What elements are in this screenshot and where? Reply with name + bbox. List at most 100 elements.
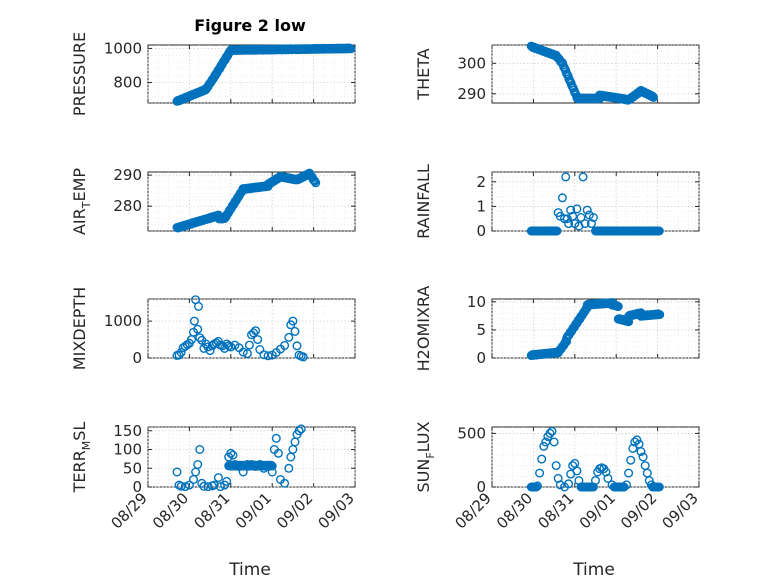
data-point — [649, 92, 659, 102]
y-axis-label: THETA — [414, 48, 433, 100]
y-axis-label-subscript: T — [80, 201, 93, 209]
data-point — [654, 482, 664, 492]
data-point — [195, 333, 205, 343]
data-point — [259, 350, 269, 360]
data-point — [655, 310, 665, 320]
data-point — [588, 212, 598, 222]
x-tick-label: 08/29 — [452, 489, 495, 532]
x-axis-label-right: Time — [572, 560, 615, 580]
data-point — [578, 482, 588, 492]
data-point — [193, 324, 203, 334]
y-axis-label-main: TERR — [70, 450, 89, 493]
data-point — [545, 428, 555, 438]
x-tick-label: 09/02 — [617, 489, 660, 532]
y-tick-label: 0 — [132, 478, 142, 496]
y-tick-label: 280 — [113, 197, 142, 215]
y-tick-label: 290 — [457, 85, 486, 103]
data-point — [561, 172, 571, 182]
data-point — [613, 301, 623, 311]
y-axis-label-subscript: F — [424, 452, 437, 458]
data-point — [644, 476, 654, 486]
y-tick-label: 1000 — [104, 39, 142, 57]
subplot-rainfall: 0 1 2 RAINFALL — [414, 164, 700, 240]
x-tick-label: 09/01 — [232, 489, 275, 532]
data-point — [580, 219, 590, 229]
y-tick-label: 100 — [113, 441, 142, 459]
y-axis-label-rest: SL — [70, 422, 89, 441]
data-point — [572, 466, 582, 476]
data-point — [226, 342, 236, 352]
data-point — [205, 346, 215, 356]
data-point — [636, 447, 646, 457]
data-point — [217, 341, 227, 351]
data-point — [294, 426, 304, 436]
y-tick-label: 500 — [457, 424, 486, 442]
data-point — [199, 481, 209, 491]
data-point — [292, 341, 302, 351]
data-point — [251, 326, 261, 336]
data-point — [648, 91, 658, 101]
y-tick-label: 300 — [457, 54, 486, 72]
data-point — [296, 424, 306, 434]
data-point — [562, 214, 572, 224]
data-point — [180, 482, 190, 492]
data-point — [541, 437, 551, 447]
data-point — [535, 468, 545, 478]
y-tick-label: 0 — [132, 349, 142, 367]
data-point — [280, 341, 290, 351]
x-tick-label: 08/31 — [190, 489, 233, 532]
y-tick-label: 0 — [476, 222, 486, 240]
data-point — [263, 351, 273, 361]
data-point — [238, 467, 248, 477]
data-point — [557, 193, 567, 203]
data-point — [284, 463, 294, 473]
data-point — [591, 476, 601, 486]
data-point — [646, 480, 656, 490]
data-point — [176, 481, 186, 491]
data-point — [267, 467, 277, 477]
data-point — [238, 347, 248, 357]
data-point — [582, 205, 592, 215]
data-point — [654, 226, 664, 236]
data-point — [533, 481, 543, 491]
data-point — [226, 448, 236, 458]
data-point — [172, 467, 182, 477]
data-point — [215, 482, 225, 492]
data-point — [586, 219, 596, 229]
y-tick-label: 2 — [476, 173, 486, 191]
subplot-air-temp: 280 290 AIRTEMP — [70, 166, 356, 235]
x-tick-label: 09/01 — [576, 489, 619, 532]
y-tick-label: 800 — [113, 74, 142, 92]
data-point — [242, 460, 252, 470]
data-point — [189, 316, 199, 326]
data-point — [551, 461, 561, 471]
data-point — [566, 205, 576, 215]
data-point — [578, 172, 588, 182]
data-point — [244, 340, 254, 350]
subplot-mixdepth: 0 1000 MIXDEPTH — [70, 287, 356, 370]
data-point — [174, 350, 184, 360]
data-point — [537, 454, 547, 464]
data-point — [555, 480, 565, 490]
data-point — [249, 328, 259, 338]
y-axis-label: MIXDEPTH — [70, 287, 89, 370]
data-point — [626, 455, 636, 465]
data-point — [564, 479, 574, 489]
data-point — [630, 437, 640, 447]
data-point — [290, 326, 300, 336]
y-tick-label: 50 — [123, 459, 142, 477]
y-axis-label: SUNFLUX — [414, 421, 437, 492]
data-point — [649, 482, 659, 492]
data-point — [251, 461, 261, 471]
data-point — [564, 219, 574, 229]
y-axis-label-rest: EMP — [70, 168, 89, 202]
y-tick-label: 5 — [476, 321, 486, 339]
subplot-theta: 290 300 THETA — [414, 41, 700, 105]
data-point — [271, 433, 281, 443]
data-point — [622, 480, 632, 490]
data-point — [288, 316, 298, 326]
data-point — [547, 426, 557, 436]
